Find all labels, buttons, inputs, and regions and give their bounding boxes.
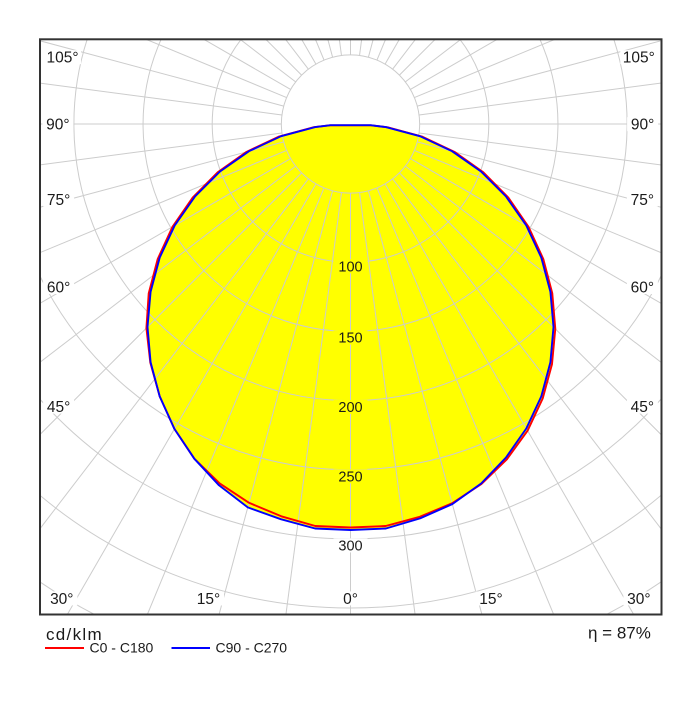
svg-text:105°: 105° xyxy=(623,50,655,67)
svg-text:30°: 30° xyxy=(50,591,73,608)
svg-text:C0 - C180: C0 - C180 xyxy=(90,640,154,656)
svg-text:η = 87%: η = 87% xyxy=(588,623,651,642)
svg-text:90°: 90° xyxy=(631,117,654,134)
svg-text:15°: 15° xyxy=(479,591,502,608)
svg-text:105°: 105° xyxy=(46,50,78,67)
svg-text:300: 300 xyxy=(338,539,362,555)
svg-text:200: 200 xyxy=(338,400,362,416)
svg-text:cd/klm: cd/klm xyxy=(46,625,103,644)
svg-text:30°: 30° xyxy=(627,591,650,608)
svg-text:60°: 60° xyxy=(47,279,70,296)
svg-text:60°: 60° xyxy=(631,279,654,296)
svg-text:45°: 45° xyxy=(631,399,654,416)
svg-text:150: 150 xyxy=(338,331,362,347)
svg-text:90°: 90° xyxy=(46,117,69,134)
svg-text:100: 100 xyxy=(338,259,362,275)
svg-text:15°: 15° xyxy=(197,591,220,608)
svg-text:250: 250 xyxy=(338,469,362,485)
svg-text:75°: 75° xyxy=(47,192,70,209)
svg-text:75°: 75° xyxy=(631,192,654,209)
svg-text:45°: 45° xyxy=(47,399,70,416)
svg-text:C90 - C270: C90 - C270 xyxy=(216,640,288,656)
svg-text:0°: 0° xyxy=(343,591,358,608)
